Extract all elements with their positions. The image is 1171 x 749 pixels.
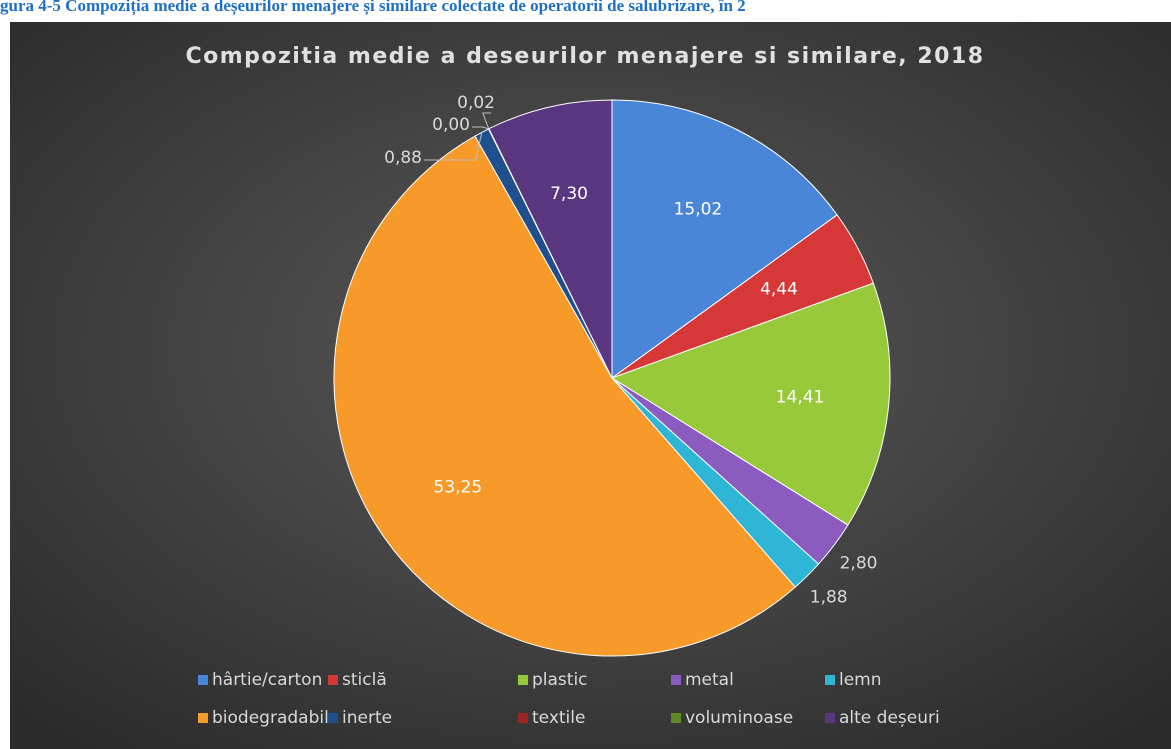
legend-label: sticlă (342, 670, 387, 690)
legend-swatch (825, 713, 835, 723)
legend-label: voluminoase (685, 708, 793, 728)
legend-label: metal (685, 670, 734, 690)
figure-caption: gura 4-5 Compoziția medie a deșeurilor m… (0, 0, 746, 15)
legend-swatch (328, 675, 338, 685)
data-label: 0,02 (457, 93, 495, 113)
legend-swatch (671, 713, 681, 723)
legend-swatch (671, 675, 681, 685)
legend-label: alte deșeuri (839, 708, 940, 728)
legend-label: inerte (342, 708, 392, 728)
legend-swatch (198, 713, 208, 723)
data-label: 4,44 (760, 279, 798, 299)
legend-swatch (825, 675, 835, 685)
pie-slice (611, 99, 838, 379)
legend-swatch (518, 713, 528, 723)
leader-line (482, 112, 491, 129)
data-label: 0,00 (432, 115, 470, 135)
pie-slice (333, 135, 796, 657)
chart-title: Compozitia medie a deseurilor menajere s… (185, 44, 984, 69)
legend-label: textile (532, 708, 585, 728)
pie-slice (610, 282, 891, 526)
data-label: 7,30 (550, 184, 588, 204)
data-label: 14,41 (776, 388, 825, 408)
legend-swatch (328, 713, 338, 723)
leader-line (424, 132, 483, 161)
data-label: 1,88 (810, 588, 848, 608)
data-label: 15,02 (674, 200, 723, 220)
legend-label: plastic (532, 670, 588, 690)
legend-label: hârtie/carton (212, 670, 322, 690)
pie-slice (488, 99, 613, 379)
leader-line (472, 126, 489, 130)
legend-swatch (518, 675, 528, 685)
data-label: 0,88 (384, 148, 422, 168)
data-label: 53,25 (434, 477, 483, 497)
legend-label: lemn (839, 670, 882, 690)
legend-label: biodegradabil (212, 708, 329, 728)
data-label: 2,80 (840, 554, 878, 574)
legend-swatch (198, 675, 208, 685)
